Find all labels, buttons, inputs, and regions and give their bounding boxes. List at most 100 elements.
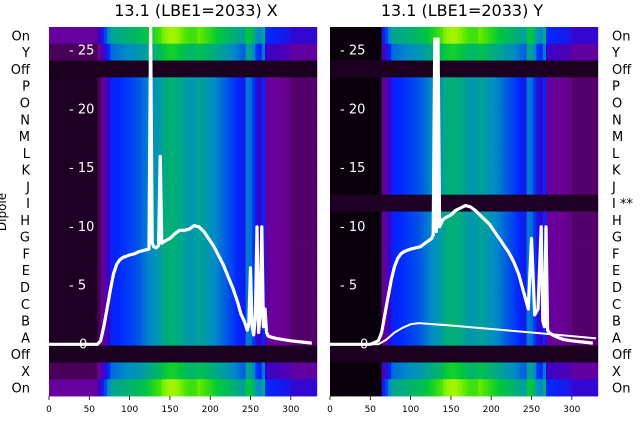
heatmap-cell [287,295,292,313]
heatmap-cell [449,228,454,246]
heatmap-cell [123,328,127,347]
heatmap-cell [190,161,195,179]
heatmap-cell [439,362,444,380]
heatmap-cell [520,312,525,330]
heatmap-cell [513,127,518,145]
heatmap-cell [346,43,350,61]
heatmap-cell [575,77,579,95]
heatmap-cell [504,345,508,363]
heatmap-cell [365,379,370,397]
heatmap-cell [103,94,108,112]
heatmap-cell [168,328,173,347]
heatmap-cell [206,345,211,363]
heatmap-cell [219,328,224,347]
heatmap-cell [571,278,576,296]
heatmap-cell [455,43,460,61]
heatmap-cell [226,43,231,61]
heatmap-cell [265,177,269,196]
heatmap-cell [113,94,118,112]
heatmap-cell [97,94,102,112]
heatmap-cell [216,60,221,78]
heatmap-cell [242,211,247,229]
heatmap-cell [407,362,412,380]
heatmap-cell [555,278,560,296]
heatmap-cell [203,278,208,296]
heatmap-cell [239,60,244,78]
heatmap-cell [232,379,237,397]
heatmap-cell [420,245,425,263]
heatmap-cell [558,77,563,95]
heatmap-cell [413,43,418,61]
heatmap-cell [132,43,137,61]
heatmap-cell [197,194,202,212]
heatmap-cell [294,228,298,246]
heatmap-cell [236,312,240,330]
heatmap-cell [52,312,57,330]
heatmap-cell [181,328,186,347]
heatmap-cell [197,94,202,112]
heatmap-cell [555,94,560,112]
heatmap-cell [261,362,266,380]
heatmap-cell [388,43,392,61]
heatmap-cell [426,379,431,397]
heatmap-cell [107,312,111,330]
heatmap-cell [494,295,499,313]
heatmap-cell [536,345,541,363]
heatmap-cell [362,295,367,313]
heatmap-cell [555,77,560,95]
heatmap-cell [136,94,140,112]
heatmap-cell [384,228,389,246]
heatmap-cell [520,328,525,347]
heatmap-cell [245,228,250,246]
heatmap-cell [303,110,308,129]
heatmap-cell [126,144,131,162]
heatmap-cell [174,328,179,347]
heatmap-cell [352,60,357,78]
heatmap-cell [71,194,76,212]
heatmap-cell [268,43,273,61]
heatmap-cell [442,127,447,145]
heatmap-cell [339,379,344,397]
heatmap-cell [219,27,224,45]
heatmap-cell [65,161,69,179]
heatmap-cell [100,43,105,61]
heatmap-cell [200,211,205,229]
heatmap-cell [206,77,211,95]
heatmap-cell [407,194,412,212]
heatmap-cell [558,177,563,196]
heatmap-cell [394,328,399,347]
heatmap-cell [61,312,66,330]
heatmap-cell [165,194,169,212]
heatmap-cell [375,177,379,196]
heatmap-cell [306,345,311,363]
heatmap-cell [407,228,412,246]
heatmap-cell [78,379,82,397]
heatmap-cell [413,261,418,279]
heatmap-cell [475,345,479,363]
heatmap-cell [213,211,218,229]
heatmap-cell [97,328,102,347]
heatmap-cell [239,27,244,45]
heatmap-cell [587,161,592,179]
heatmap-cell [407,60,412,78]
heatmap-cell [397,110,402,129]
heatmap-cell [229,77,234,95]
heatmap-cell [465,211,470,229]
heatmap-cell [552,77,557,95]
heatmap-cell [281,27,285,45]
heatmap-cell [58,211,63,229]
heatmap-cell [113,362,118,380]
heatmap-cell [113,278,118,296]
heatmap-cell [287,161,292,179]
heatmap-cell [491,94,496,112]
heatmap-cell [71,328,76,347]
heatmap-cell [352,295,357,313]
heatmap-cell [190,228,195,246]
heatmap-cell [294,60,298,78]
heatmap-cell [462,194,467,212]
heatmap-cell [587,144,592,162]
heatmap-cell [491,127,496,145]
heatmap-cell [368,27,373,45]
heatmap-cell [591,379,595,397]
heatmap-cell [555,312,560,330]
